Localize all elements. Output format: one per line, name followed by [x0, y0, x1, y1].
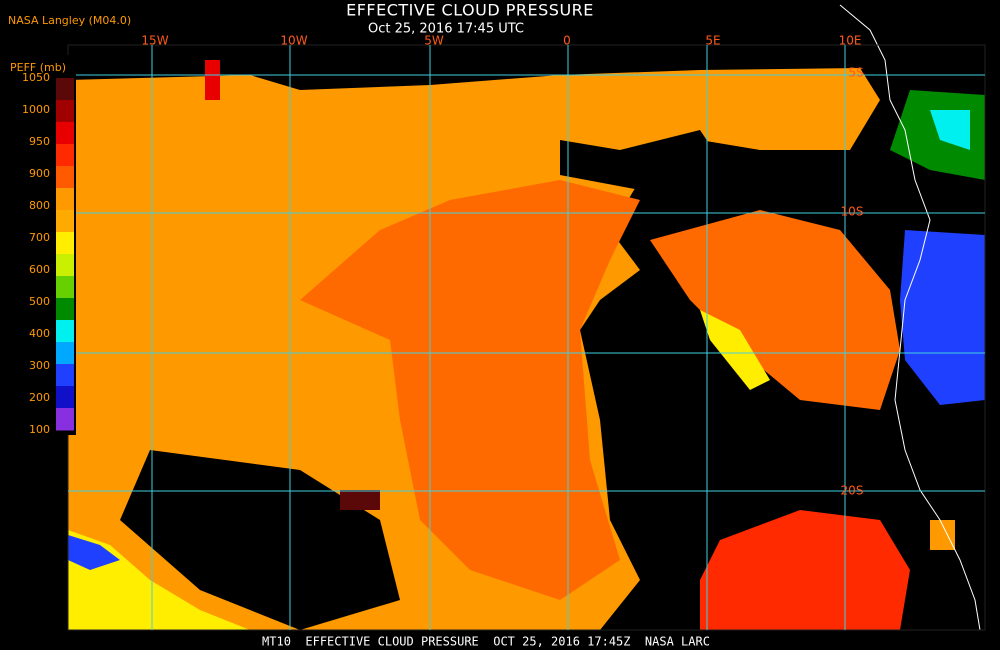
lat-label: 5S [848, 66, 863, 80]
colorbar-label: 1050 [22, 71, 50, 84]
mid-low-cloud [300, 180, 640, 600]
colorbar-band [56, 166, 74, 189]
colorbar-band [56, 144, 74, 167]
colorbar: 1050 1000 950 900 800 700 600 500 400 300 200 100 [22, 71, 74, 436]
colorbar-label: 500 [29, 295, 50, 308]
colorbar-band [56, 298, 74, 321]
high-cloud [900, 230, 985, 405]
low-cloud-dense [700, 510, 910, 630]
colorbar-label: 900 [29, 167, 50, 180]
graticule [68, 45, 985, 630]
colorbar-band [56, 100, 74, 123]
clear-sky [590, 290, 860, 510]
lat-label: 10S [841, 205, 864, 219]
footer-bar [0, 632, 1000, 650]
lon-label: 10E [839, 34, 862, 48]
upper-cloud [700, 310, 770, 390]
source: NASA Langley (M04.0) [8, 14, 131, 27]
colorbar-label: 200 [29, 391, 50, 404]
colorbar-band [56, 254, 74, 277]
colorbar-band [56, 122, 74, 145]
clear-sky [120, 450, 400, 630]
low-cloud-dense [205, 60, 220, 100]
colorbar-band [56, 320, 74, 343]
colorbar-label: 600 [29, 263, 50, 276]
cloud-field [68, 60, 985, 630]
colorbar-label: 400 [29, 327, 50, 340]
colorbar-band [56, 210, 74, 233]
clear-sky [560, 130, 720, 190]
colorbar-label: 800 [29, 199, 50, 212]
mid-low-cloud [650, 210, 900, 410]
colorbar-band [56, 78, 74, 101]
lon-label: 10W [280, 34, 307, 48]
colorbar-title: PEFF (mb) [10, 61, 66, 74]
colorbar-label: 950 [29, 135, 50, 148]
coastline [839, 4, 981, 631]
colorbar-label: 300 [29, 359, 50, 372]
colorbar-band [56, 188, 74, 211]
colorbar-label: 1000 [22, 103, 50, 116]
colorbar-band [56, 386, 74, 409]
colorbar-label: 700 [29, 231, 50, 244]
lon-label: 15W [141, 34, 168, 48]
lat-label: 20S [841, 484, 864, 498]
colorbar-band [56, 276, 74, 299]
colorbar-band [56, 408, 74, 431]
subtitle: Oct 25, 2016 17:45 UTC [368, 22, 524, 37]
colorbar-band [56, 364, 74, 387]
title: EFFECTIVE CLOUD PRESSURE [346, 1, 594, 20]
footer: MT10 EFFECTIVE CLOUD PRESSURE OCT 25, 20… [262, 635, 710, 649]
lon-label: 0 [563, 34, 571, 48]
colorbar-band [56, 232, 74, 255]
colorbar-band [56, 342, 74, 365]
upper-cloud [68, 530, 250, 630]
colorbar-label: 100 [29, 423, 50, 436]
lon-label: 5W [424, 34, 444, 48]
lon-label: 5E [705, 34, 720, 48]
mid-cloud [930, 110, 970, 150]
high-cloud [68, 535, 120, 570]
low-cloud-dense [340, 490, 380, 510]
